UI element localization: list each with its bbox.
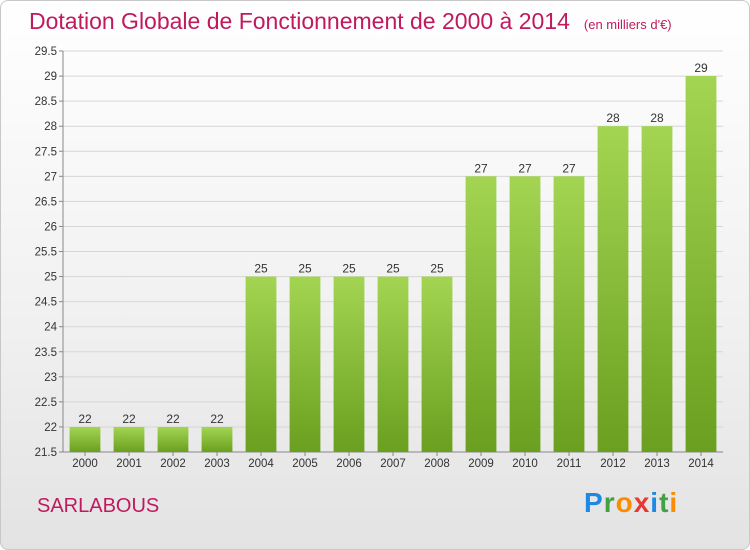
logo-letter: i — [650, 487, 660, 518]
bar — [641, 126, 673, 452]
bar — [509, 176, 541, 452]
y-tick-label: 24.5 — [35, 297, 57, 309]
bar-value-label: 25 — [254, 262, 268, 276]
y-tick-label: 28.5 — [35, 96, 57, 108]
y-tick-label: 27 — [44, 171, 57, 183]
y-tick-label: 28 — [44, 121, 57, 133]
logo-letter: P — [584, 487, 604, 518]
x-tick-label: 2012 — [600, 458, 626, 470]
bar — [597, 126, 629, 452]
proxiti-logo: Proxiti — [584, 487, 678, 519]
commune-name: SARLABOUS — [37, 495, 160, 517]
x-tick-label: 2009 — [468, 458, 494, 470]
x-tick-label: 2005 — [292, 458, 318, 470]
x-tick-label: 2008 — [424, 458, 450, 470]
y-tick-label: 25 — [44, 272, 57, 284]
y-tick-label: 24 — [44, 322, 57, 334]
y-tick-label: 25.5 — [35, 247, 57, 259]
bar — [69, 426, 101, 452]
bar-value-label: 22 — [210, 412, 224, 426]
bar-value-label: 22 — [78, 412, 92, 426]
bar — [421, 276, 453, 452]
logo-letter: r — [603, 487, 616, 518]
bar — [377, 276, 409, 452]
x-tick-label: 2007 — [380, 458, 406, 470]
y-tick-label: 26.5 — [35, 196, 57, 208]
bar-value-label: 25 — [298, 262, 312, 276]
bar-value-label: 27 — [562, 161, 576, 175]
bar-value-label: 27 — [474, 161, 488, 175]
bar-value-label: 28 — [606, 111, 620, 125]
logo-letter: x — [633, 487, 651, 518]
logo-letter: i — [669, 487, 679, 518]
x-tick-label: 2000 — [72, 458, 98, 470]
y-tick-label: 29 — [44, 71, 57, 83]
bar — [289, 276, 321, 452]
chart-unit-label: (en milliers d'€) — [583, 17, 672, 32]
bar — [553, 176, 585, 452]
bar — [333, 276, 365, 452]
logo-letter: o — [615, 487, 634, 518]
y-tick-label: 27.5 — [35, 146, 57, 158]
bar-value-label: 22 — [122, 412, 136, 426]
bar-value-label: 25 — [386, 262, 400, 276]
bar-value-label: 27 — [518, 161, 532, 175]
bar — [113, 426, 145, 452]
y-tick-label: 23.5 — [35, 347, 57, 359]
bar-value-label: 28 — [650, 111, 664, 125]
bar — [201, 426, 233, 452]
y-tick-label: 23 — [44, 372, 57, 384]
bar-value-label: 25 — [342, 262, 356, 276]
y-tick-label: 29.5 — [35, 46, 57, 58]
bar-value-label: 29 — [694, 61, 708, 75]
x-tick-label: 2004 — [248, 458, 274, 470]
bar — [157, 426, 189, 452]
x-tick-label: 2014 — [688, 458, 714, 470]
y-tick-label: 22 — [44, 422, 57, 434]
chart-title: Dotation Globale de Fonctionnement de 20… — [29, 8, 672, 35]
y-tick-label: 26 — [44, 221, 57, 233]
logo-letter: t — [659, 487, 670, 518]
bar — [685, 76, 717, 452]
bar-value-label: 22 — [166, 412, 180, 426]
x-tick-label: 2010 — [512, 458, 538, 470]
x-tick-label: 2013 — [644, 458, 670, 470]
chart-title-main: Dotation Globale de Fonctionnement de 20… — [29, 8, 570, 34]
x-tick-label: 2002 — [160, 458, 186, 470]
x-tick-label: 2006 — [336, 458, 362, 470]
bar — [245, 276, 277, 452]
x-tick-label: 2011 — [557, 458, 582, 470]
y-tick-label: 22.5 — [35, 397, 57, 409]
bar-value-label: 25 — [430, 262, 444, 276]
y-tick-label: 21.5 — [35, 447, 57, 459]
bar — [465, 176, 497, 452]
x-tick-label: 2001 — [116, 458, 142, 470]
x-tick-label: 2003 — [204, 458, 230, 470]
